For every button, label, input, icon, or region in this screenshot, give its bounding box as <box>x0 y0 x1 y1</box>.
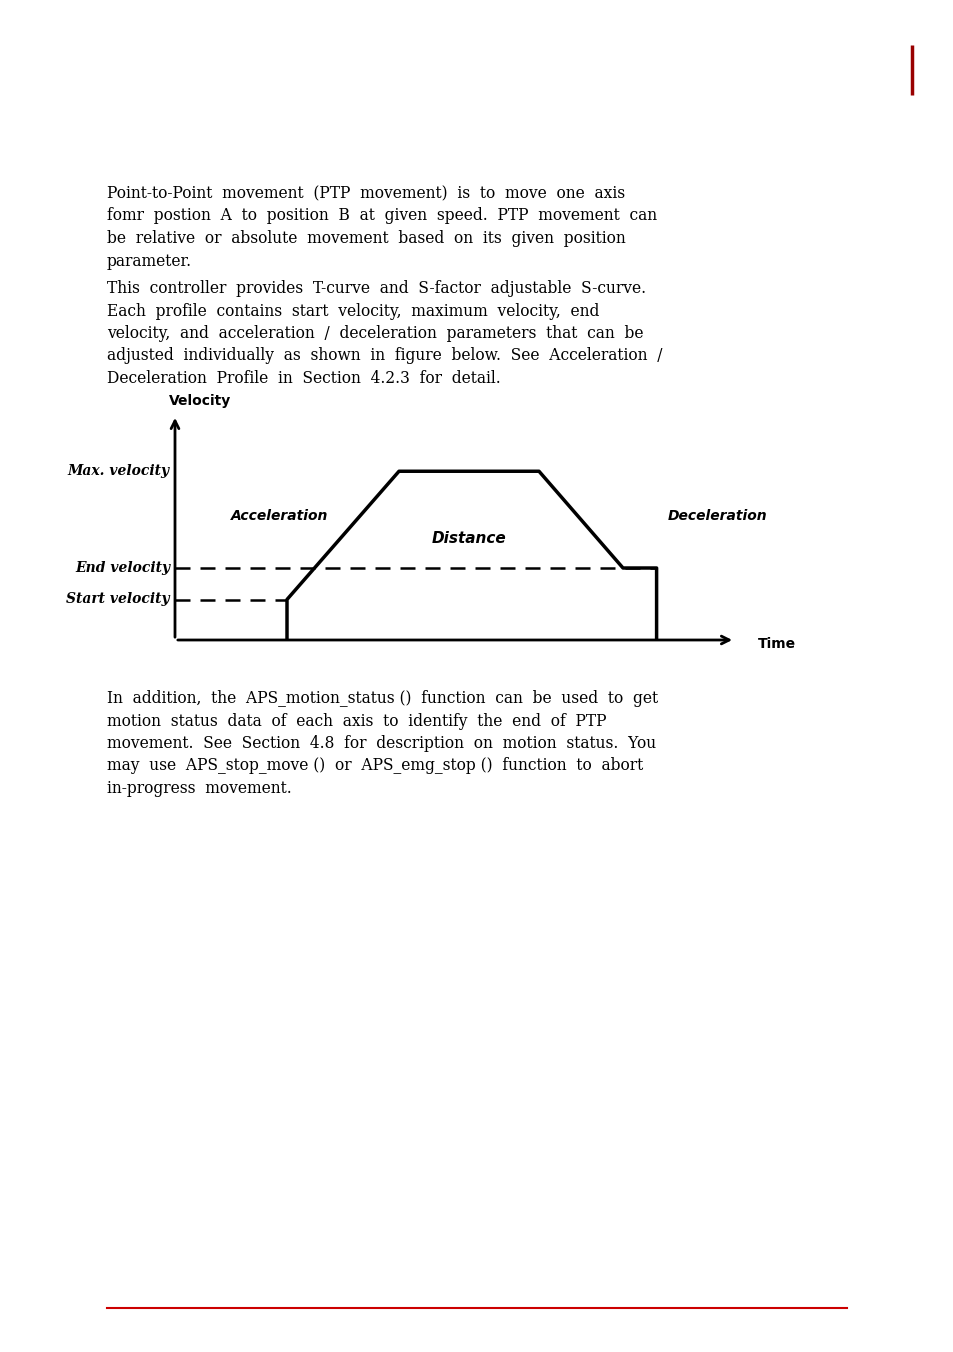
Text: movement.  See  Section  4.8  for  description  on  motion  status.  You: movement. See Section 4.8 for descriptio… <box>107 735 656 752</box>
Text: Deceleration  Profile  in  Section  4.2.3  for  detail.: Deceleration Profile in Section 4.2.3 fo… <box>107 370 500 387</box>
Text: This  controller  provides  T-curve  and  S-factor  adjustable  S-curve.: This controller provides T-curve and S-f… <box>107 280 645 297</box>
Text: In  addition,  the  APS_motion_status ()  function  can  be  used  to  get: In addition, the APS_motion_status () fu… <box>107 690 658 707</box>
Text: Velocity: Velocity <box>170 395 232 408</box>
Text: Distance: Distance <box>431 531 506 546</box>
Text: parameter.: parameter. <box>107 253 192 269</box>
Text: velocity,  and  acceleration  /  deceleration  parameters  that  can  be: velocity, and acceleration / deceleratio… <box>107 324 643 342</box>
Text: End velocity: End velocity <box>74 561 170 575</box>
Text: adjusted  individually  as  shown  in  figure  below.  See  Acceleration  /: adjusted individually as shown in figure… <box>107 347 661 365</box>
Text: Acceleration: Acceleration <box>231 510 328 523</box>
Text: Each  profile  contains  start  velocity,  maximum  velocity,  end: Each profile contains start velocity, ma… <box>107 303 598 319</box>
Text: Time: Time <box>757 638 795 652</box>
Text: motion  status  data  of  each  axis  to  identify  the  end  of  PTP: motion status data of each axis to ident… <box>107 713 606 730</box>
Text: may  use  APS_stop_move ()  or  APS_emg_stop ()  function  to  abort: may use APS_stop_move () or APS_emg_stop… <box>107 757 642 775</box>
Text: Point-to-Point  movement  (PTP  movement)  is  to  move  one  axis: Point-to-Point movement (PTP movement) i… <box>107 185 624 201</box>
Text: be  relative  or  absolute  movement  based  on  its  given  position: be relative or absolute movement based o… <box>107 230 625 247</box>
Text: in-progress  movement.: in-progress movement. <box>107 780 292 796</box>
Text: Max. velocity: Max. velocity <box>68 464 170 479</box>
Text: Deceleration: Deceleration <box>667 510 766 523</box>
Text: Start velocity: Start velocity <box>67 592 170 607</box>
Text: fomr  postion  A  to  position  B  at  given  speed.  PTP  movement  can: fomr postion A to position B at given sp… <box>107 207 657 224</box>
